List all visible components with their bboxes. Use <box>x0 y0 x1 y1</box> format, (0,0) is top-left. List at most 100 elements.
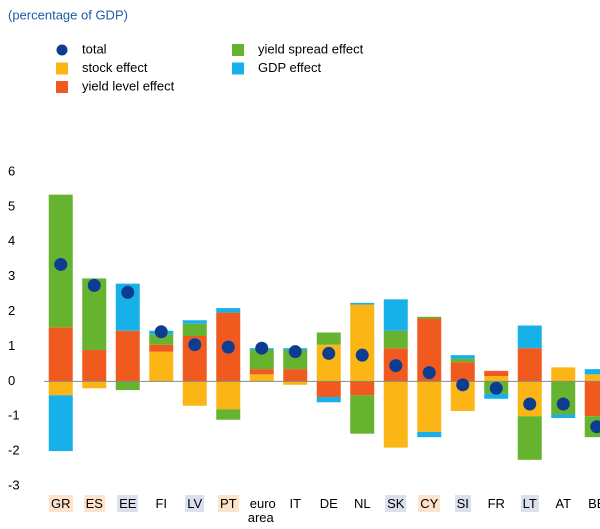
bar-segment <box>417 431 442 438</box>
bar-segment <box>316 381 341 398</box>
bar-segment <box>350 381 375 396</box>
bar-segment <box>182 381 207 406</box>
total-marker <box>221 340 235 354</box>
chart-subtitle: (percentage of GDP) <box>8 7 128 22</box>
bar-segment <box>350 395 375 434</box>
bar-segment <box>584 369 600 375</box>
total-marker <box>556 397 570 411</box>
bar-segment <box>82 381 107 389</box>
legend-swatch <box>56 81 68 93</box>
x-tick-label-box: LT <box>513 495 547 512</box>
y-tick-label: 2 <box>8 303 15 318</box>
bar-segment <box>517 348 542 382</box>
bar-segment <box>450 362 475 382</box>
bar-segment <box>551 414 576 418</box>
bar-segment <box>216 308 241 313</box>
legend-swatch <box>232 44 244 56</box>
bar-segment <box>283 381 308 385</box>
legend-marker <box>56 44 68 56</box>
bar-segment <box>450 355 475 359</box>
y-tick-label: 0 <box>8 373 15 388</box>
x-tick-label: CY <box>418 495 441 512</box>
bar-segment <box>149 344 174 352</box>
bar-segment <box>115 330 140 382</box>
y-tick-label: -2 <box>8 443 20 458</box>
bar-segment <box>517 416 542 460</box>
total-marker <box>422 366 436 380</box>
x-tick-label-box: NL <box>345 497 379 511</box>
x-tick-label-box: AT <box>546 497 580 511</box>
x-tick-label-box: SK <box>379 495 413 512</box>
y-tick-label: -1 <box>8 408 20 423</box>
total-marker <box>523 397 537 411</box>
x-tick-label: NL <box>353 496 371 511</box>
bar-segment <box>383 330 408 349</box>
x-tick-label: LT <box>520 495 539 512</box>
legend-label: yield level effect <box>82 78 175 93</box>
bar-segment <box>283 369 308 382</box>
bar-segment <box>417 316 442 319</box>
total-marker <box>121 285 135 299</box>
bar-segment <box>48 395 73 452</box>
x-tick-label-box: DE <box>312 497 346 511</box>
y-tick-label: 6 <box>8 163 15 178</box>
bar-segment <box>249 374 274 382</box>
total-marker <box>590 420 600 434</box>
bar-segment <box>216 381 241 410</box>
x-tick-label-box: FI <box>144 497 178 511</box>
total-marker <box>288 345 302 359</box>
total-marker <box>389 359 403 373</box>
x-tick-label-box: BE <box>580 497 600 511</box>
x-tick-label-box: GR <box>44 495 78 512</box>
x-tick-label: DE <box>319 496 338 511</box>
bar-segment <box>48 381 73 396</box>
x-tick-label-box: ES <box>77 495 111 512</box>
total-marker <box>154 325 168 339</box>
y-tick-label: 3 <box>8 268 15 283</box>
bar-segment <box>149 334 174 345</box>
bar-segment <box>484 370 509 377</box>
bar-segment <box>182 320 207 324</box>
x-tick-label-box: PT <box>211 495 245 512</box>
legend-swatch <box>56 62 68 75</box>
y-tick-label: 1 <box>8 338 15 353</box>
bar-segment <box>450 358 475 363</box>
bar-segment <box>383 299 408 331</box>
x-tick-label-box: SI <box>446 495 480 512</box>
x-tick-label: FI <box>155 496 168 511</box>
bar-segment <box>115 381 140 391</box>
y-tick-label: -3 <box>8 477 20 492</box>
total-marker <box>355 348 369 362</box>
bar-segment <box>316 332 341 345</box>
x-tick-label: euro area <box>247 496 276 525</box>
total-marker <box>87 278 101 292</box>
bar-segment <box>249 349 274 370</box>
bar-segment <box>182 323 207 336</box>
bar-segment <box>350 302 375 305</box>
x-tick-label: SI <box>454 495 471 512</box>
bar-segment <box>417 381 442 432</box>
x-tick-label: BE <box>588 496 600 511</box>
legend-swatch <box>232 62 244 75</box>
x-tick-label: IT <box>289 496 302 511</box>
total-marker <box>188 338 202 352</box>
legend-label: yield spread effect <box>258 41 364 56</box>
bar-segment <box>82 349 107 382</box>
x-tick-label: SK <box>385 495 407 512</box>
total-marker <box>489 381 503 395</box>
bar-segment <box>283 349 308 370</box>
total-marker <box>255 341 269 355</box>
bar-segment <box>484 393 509 399</box>
x-tick-label-box: IT <box>278 497 312 511</box>
bar-segment <box>383 381 408 448</box>
bar-segment <box>350 304 375 382</box>
legend-label: total <box>82 41 107 56</box>
bar-segment <box>149 351 174 382</box>
x-tick-label-box: CY <box>412 495 446 512</box>
legend-label: GDP effect <box>258 60 321 75</box>
x-tick-label: FR <box>487 496 505 511</box>
x-tick-label: ES <box>83 495 105 512</box>
bar-segment <box>249 369 274 375</box>
bar-segment <box>216 409 241 420</box>
